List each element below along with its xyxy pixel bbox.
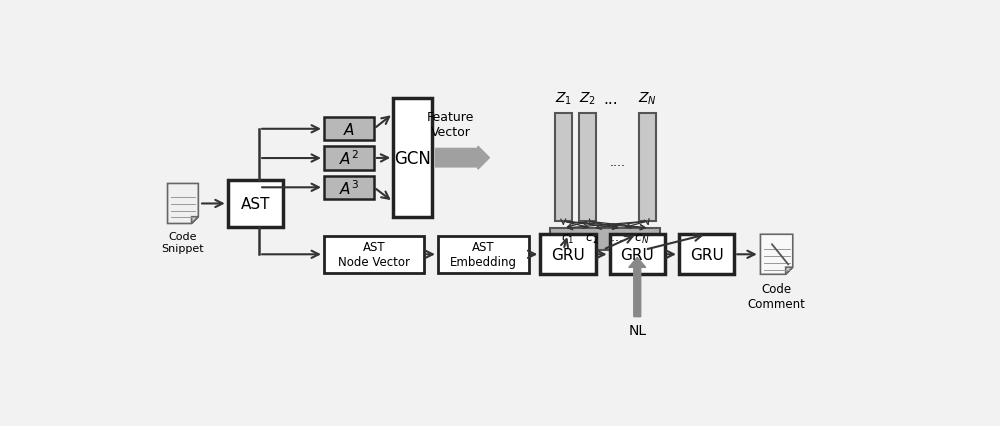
Bar: [550, 229, 660, 250]
Text: NL: NL: [628, 323, 646, 337]
Text: ...: ...: [604, 92, 618, 106]
Text: $Z_N$: $Z_N$: [638, 90, 657, 106]
Bar: [579, 114, 596, 222]
Text: GCN: GCN: [394, 149, 431, 167]
Text: $A^2$: $A^2$: [339, 150, 359, 168]
FancyArrow shape: [629, 258, 646, 317]
Bar: [228, 181, 283, 227]
Text: $A^3$: $A^3$: [339, 178, 359, 197]
Text: $\mathit{A}$: $\mathit{A}$: [343, 121, 355, 138]
Bar: [679, 235, 734, 275]
Text: $Z_1$: $Z_1$: [555, 90, 572, 106]
Bar: [540, 235, 596, 275]
Text: Feature
Vector: Feature Vector: [427, 111, 474, 139]
Bar: [324, 147, 374, 170]
Text: $Z_2$: $Z_2$: [579, 90, 596, 106]
Text: $c_1$   $c_2$   ...   $c_N$: $c_1$ $c_2$ ... $c_N$: [561, 233, 650, 246]
Text: AST
Embedding: AST Embedding: [450, 241, 517, 269]
FancyArrow shape: [436, 147, 489, 170]
Bar: [438, 236, 529, 273]
Text: GRU: GRU: [551, 247, 585, 262]
Text: GRU: GRU: [620, 247, 654, 262]
Text: AST
Node Vector: AST Node Vector: [338, 241, 410, 269]
Bar: [324, 176, 374, 199]
Polygon shape: [192, 217, 198, 224]
Bar: [610, 235, 665, 275]
Bar: [555, 114, 572, 222]
Text: Code
Snippet: Code Snippet: [162, 232, 204, 253]
Text: Code
Comment: Code Comment: [748, 282, 806, 310]
Polygon shape: [786, 268, 793, 275]
Bar: [324, 118, 374, 141]
Text: ....: ....: [610, 156, 626, 169]
Bar: [393, 99, 432, 218]
Polygon shape: [760, 235, 793, 275]
Text: GRU: GRU: [690, 247, 723, 262]
Text: AST: AST: [241, 196, 270, 211]
Bar: [639, 114, 656, 222]
Polygon shape: [168, 184, 198, 224]
Bar: [324, 236, 424, 273]
